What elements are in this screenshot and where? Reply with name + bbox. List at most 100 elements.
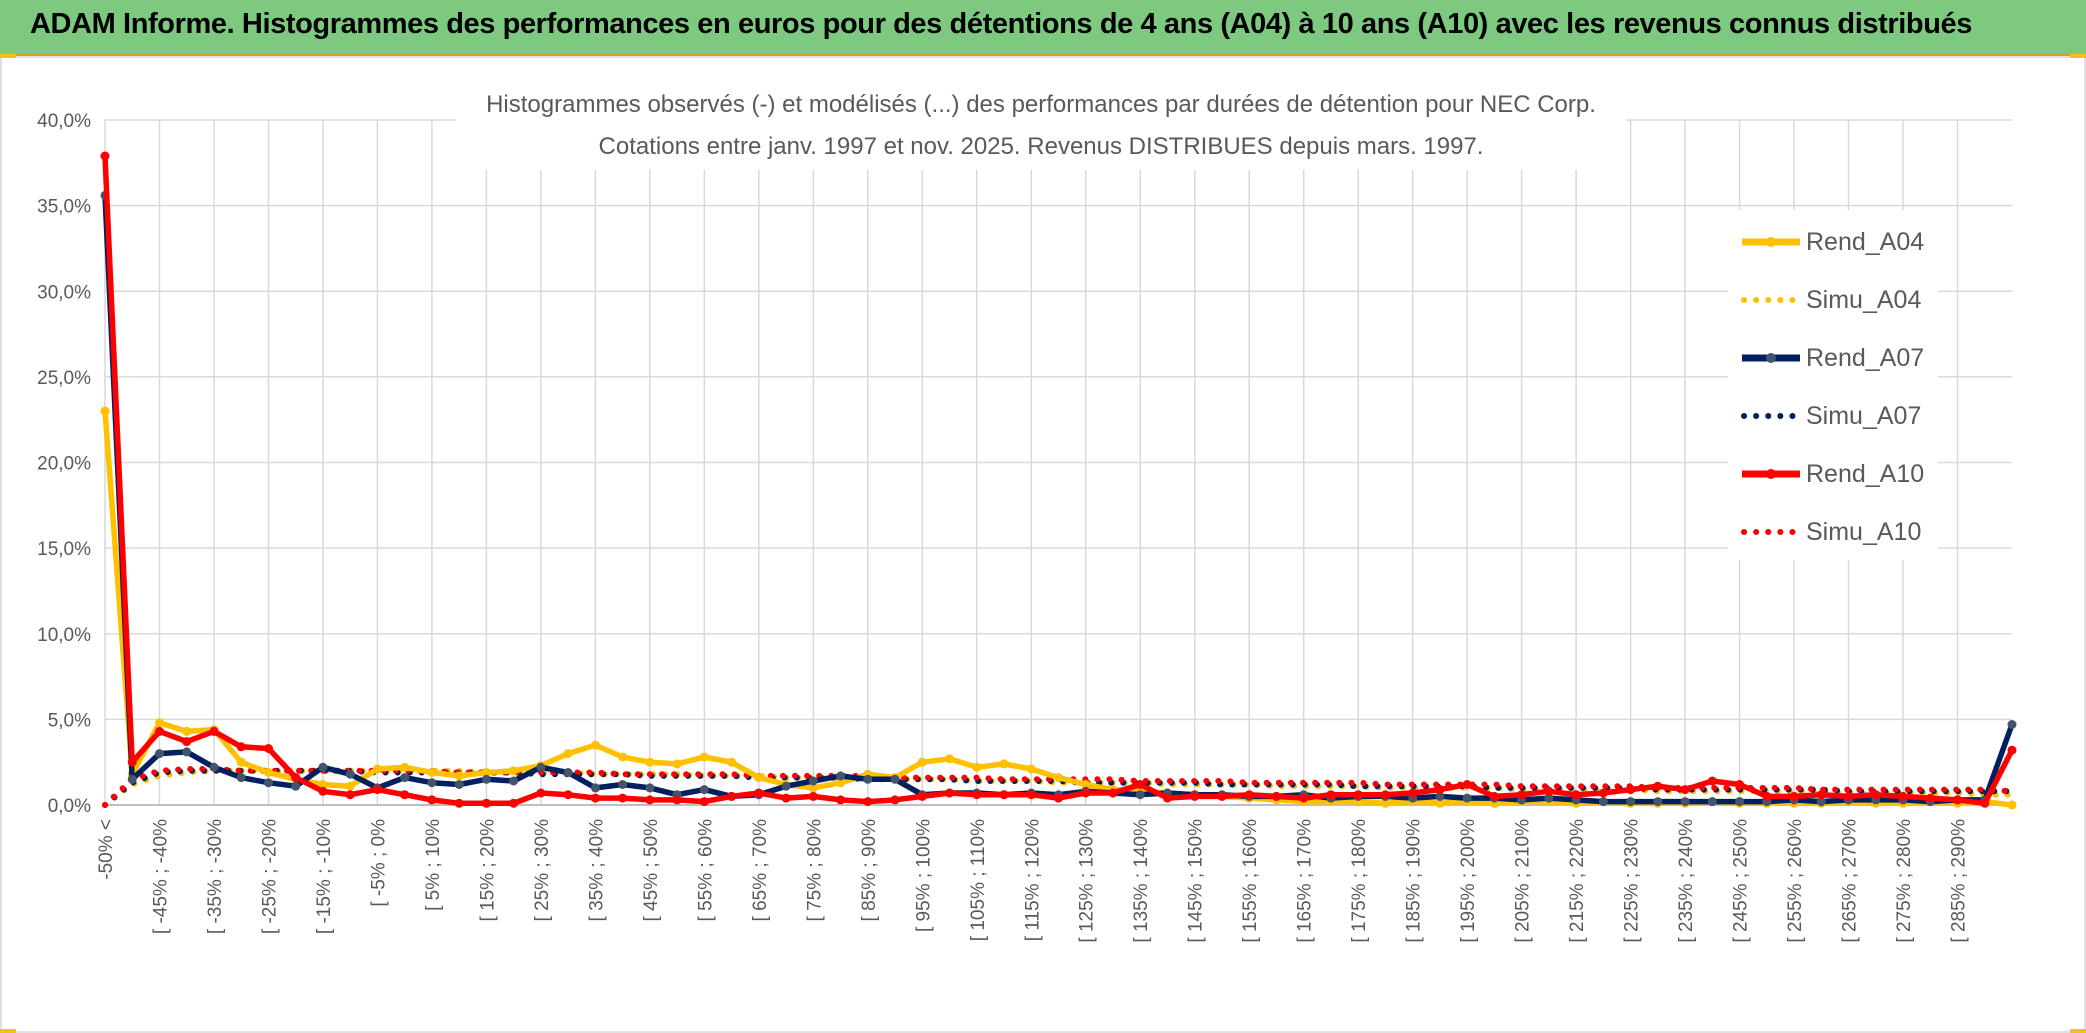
data-point-rend-a10 — [1789, 791, 1799, 801]
data-point-rend-a04 — [1380, 798, 1390, 808]
data-point-rend-a07 — [808, 776, 818, 786]
data-point-rend-a07 — [155, 749, 164, 759]
data-point-rend-a10 — [209, 726, 219, 736]
data-point-rend-a10 — [1326, 790, 1336, 800]
x-tick-label: [ 5% ; 10% — [423, 819, 444, 911]
data-point-rend-a07 — [318, 762, 328, 772]
data-point-rend-a10 — [808, 791, 818, 801]
data-point-rend-a04 — [155, 718, 164, 728]
data-point-rend-a07 — [345, 769, 355, 779]
data-point-rend-a10 — [863, 797, 873, 807]
data-point-rend-a10 — [699, 797, 709, 807]
data-point-rend-a10 — [1626, 785, 1636, 795]
legend-swatch-rend-a10 — [1742, 469, 1800, 479]
chart-title: Histogrammes observés (-) et modélisés (… — [486, 91, 1596, 118]
data-point-rend-a04 — [481, 768, 491, 777]
data-point-rend-a10 — [1735, 780, 1745, 789]
legend-item-rend-a07[interactable]: Rend_A07 — [1728, 340, 1938, 380]
x-tick-label: [ 235% ; 240% — [1676, 819, 1697, 943]
x-tick-label: [ 145% ; 150% — [1186, 819, 1207, 943]
series-line-rend-a10 — [102, 155, 2015, 807]
x-tick-label: [ 265% ; 270% — [1840, 819, 1861, 943]
x-tick-label: [ -5% ; 0% — [368, 819, 389, 907]
data-point-rend-a07 — [264, 778, 273, 788]
data-point-rend-a04 — [727, 757, 737, 767]
data-point-rend-a07 — [1135, 790, 1145, 800]
legend-swatch-rend-a04 — [1742, 237, 1800, 247]
x-tick-label: [ 275% ; 280% — [1894, 819, 1915, 943]
data-point-rend-a10 — [1517, 790, 1527, 800]
data-point-rend-a04 — [754, 773, 764, 783]
data-point-rend-a04 — [672, 759, 682, 769]
data-point-rend-a10 — [836, 795, 846, 805]
y-tick-label: 25,0% — [37, 368, 91, 389]
legend-item-simu-a10[interactable]: Simu_A10 — [1728, 514, 1938, 554]
x-tick-label: [ 185% ; 190% — [1404, 819, 1425, 943]
data-point-rend-a04 — [645, 757, 655, 767]
y-tick-label: 15,0% — [37, 539, 91, 560]
data-point-rend-a10 — [1108, 788, 1118, 798]
corner-accent-left — [0, 54, 16, 58]
data-point-rend-a07 — [699, 785, 709, 795]
legend-item-simu-a07[interactable]: Simu_A07 — [1728, 398, 1938, 438]
legend-item-simu-a04[interactable]: Simu_A04 — [1728, 282, 1938, 322]
x-tick-label: [ 225% ; 230% — [1622, 819, 1643, 943]
data-point-rend-a04 — [808, 783, 818, 793]
data-point-rend-a10 — [1571, 790, 1581, 800]
data-point-rend-a10 — [481, 798, 491, 808]
data-point-rend-a07 — [590, 783, 600, 793]
data-point-rend-a10 — [2007, 745, 2017, 755]
x-tick-label: [ 95% ; 100% — [913, 819, 934, 932]
x-tick-label: [ 165% ; 170% — [1295, 819, 1316, 943]
data-point-rend-a04 — [1081, 780, 1091, 789]
data-point-rend-a10 — [945, 788, 954, 798]
data-point-rend-a04 — [427, 768, 437, 777]
y-tick-label: 30,0% — [37, 282, 91, 303]
x-tick-label: [ -45% ; -40% — [150, 819, 171, 934]
y-tick-label: 5,0% — [48, 710, 91, 731]
data-point-rend-a07 — [645, 783, 655, 793]
chart-legend: Rend_A04 Simu_A04 Rend_A07 Simu_A07 Rend… — [1728, 210, 1938, 560]
data-point-rend-a10 — [536, 788, 546, 798]
legend-label: Simu_A04 — [1806, 286, 1922, 314]
data-point-rend-a10 — [781, 793, 791, 803]
data-point-rend-a04 — [236, 757, 246, 767]
data-point-rend-a10 — [291, 773, 301, 783]
chart-plot: 0,0% 5,0% 10,0% 15,0% 20,0% 25,0% 30,0% 35,0% 40… — [37, 111, 2017, 943]
data-point-rend-a04 — [264, 768, 273, 777]
x-axis-ticks: -50% < [ -45% ; -40% [ -35% ; -30% [ -25% ;… — [96, 819, 1970, 943]
data-point-rend-a10 — [1408, 788, 1418, 798]
data-point-rend-a10 — [1680, 785, 1690, 795]
data-point-rend-a07 — [1462, 793, 1472, 803]
legend-item-rend-a10[interactable]: Rend_A10 — [1728, 456, 1938, 496]
data-point-rend-a10 — [1271, 791, 1281, 801]
x-tick-label: [ 215% ; 220% — [1567, 819, 1588, 943]
data-point-rend-a07 — [1816, 797, 1826, 807]
data-point-rend-a07 — [1598, 797, 1608, 807]
x-tick-label: [ 205% ; 210% — [1513, 819, 1534, 943]
data-point-rend-a10 — [1054, 793, 1063, 803]
data-point-rend-a07 — [1653, 797, 1663, 807]
data-point-rend-a10 — [100, 151, 110, 161]
x-tick-label: [ 85% ; 90% — [859, 819, 880, 922]
data-point-rend-a07 — [890, 774, 900, 784]
data-point-rend-a07 — [1435, 791, 1445, 801]
data-point-rend-a07 — [127, 774, 137, 784]
legend-item-rend-a04[interactable]: Rend_A04 — [1728, 224, 1938, 264]
data-point-rend-a07 — [1626, 797, 1636, 807]
x-tick-label: [ 155% ; 160% — [1240, 819, 1261, 943]
x-tick-label: [ 45% ; 50% — [641, 819, 662, 922]
data-point-rend-a04 — [945, 754, 954, 764]
data-point-rend-a10 — [1190, 791, 1200, 801]
data-point-rend-a10 — [890, 795, 900, 805]
data-point-rend-a10 — [1544, 786, 1554, 796]
data-point-rend-a07 — [563, 768, 573, 777]
data-point-rend-a10 — [645, 795, 655, 805]
data-point-rend-a04 — [1435, 798, 1445, 808]
x-tick-label: [ 105% ; 110% — [968, 819, 989, 941]
x-tick-label: [ -15% ; -10% — [314, 819, 335, 934]
data-point-rend-a10 — [1217, 791, 1227, 801]
data-point-rend-a07 — [209, 762, 219, 772]
data-point-rend-a10 — [1435, 785, 1445, 795]
data-point-rend-a07 — [1680, 797, 1690, 807]
